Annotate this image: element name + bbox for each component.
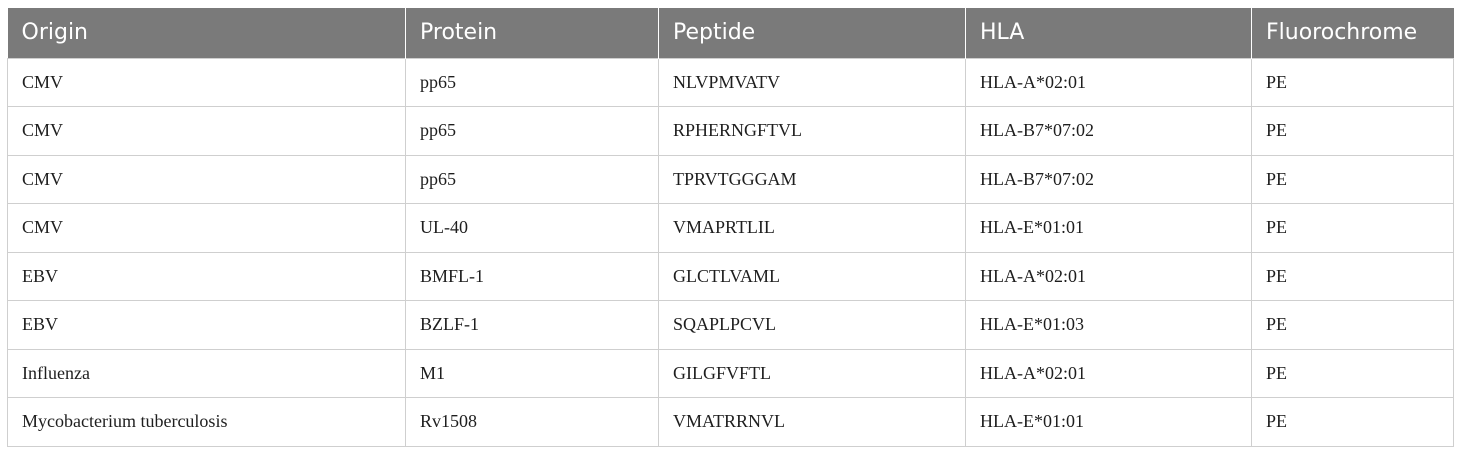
data-table-container: Origin Protein Peptide HLA Fluorochrome … [7, 8, 1454, 447]
cell-peptide: SQAPLPCVL [658, 300, 966, 350]
table-row: EBV BZLF-1 SQAPLPCVL HLA-E*01:03 PE [7, 300, 1454, 350]
column-header-protein: Protein [405, 8, 659, 58]
cell-protein: Rv1508 [405, 397, 659, 447]
cell-protein: BZLF-1 [405, 300, 659, 350]
table-row: CMV pp65 NLVPMVATV HLA-A*02:01 PE [7, 57, 1454, 107]
cell-peptide: VMAPRTLIL [658, 203, 966, 253]
cell-fluorochrome: PE [1251, 251, 1454, 301]
column-header-fluorochrome: Fluorochrome [1251, 8, 1454, 58]
cell-fluorochrome: PE [1251, 397, 1454, 447]
cell-protein: BMFL-1 [405, 251, 659, 301]
cell-fluorochrome: PE [1251, 106, 1454, 156]
cell-origin: CMV [7, 154, 406, 204]
cell-fluorochrome: PE [1251, 300, 1454, 350]
cell-hla: HLA-A*02:01 [965, 348, 1252, 398]
table-row: CMV pp65 RPHERNGFTVL HLA-B7*07:02 PE [7, 106, 1454, 156]
cell-protein: UL-40 [405, 203, 659, 253]
cell-protein: pp65 [405, 154, 659, 204]
cell-hla: HLA-B7*07:02 [965, 154, 1252, 204]
table-row: CMV pp65 TPRVTGGGAM HLA-B7*07:02 PE [7, 154, 1454, 204]
column-header-hla: HLA [965, 8, 1252, 58]
cell-peptide: TPRVTGGGAM [658, 154, 966, 204]
cell-origin: EBV [7, 300, 406, 350]
cell-protein: pp65 [405, 106, 659, 156]
cell-hla: HLA-B7*07:02 [965, 106, 1252, 156]
cell-hla: HLA-E*01:01 [965, 203, 1252, 253]
cell-origin: CMV [7, 57, 406, 107]
cell-hla: HLA-E*01:03 [965, 300, 1252, 350]
cell-protein: M1 [405, 348, 659, 398]
cell-origin: Influenza [7, 348, 406, 398]
cell-hla: HLA-A*02:01 [965, 57, 1252, 107]
table-row: CMV UL-40 VMAPRTLIL HLA-E*01:01 PE [7, 203, 1454, 253]
cell-peptide: GILGFVFTL [658, 348, 966, 398]
cell-fluorochrome: PE [1251, 57, 1454, 107]
table-row: Influenza M1 GILGFVFTL HLA-A*02:01 PE [7, 348, 1454, 398]
peptide-table: Origin Protein Peptide HLA Fluorochrome … [7, 8, 1454, 447]
cell-peptide: VMATRRNVL [658, 397, 966, 447]
column-header-origin: Origin [7, 8, 406, 58]
cell-origin: CMV [7, 106, 406, 156]
cell-fluorochrome: PE [1251, 348, 1454, 398]
header-row: Origin Protein Peptide HLA Fluorochrome [7, 8, 1454, 58]
cell-origin: CMV [7, 203, 406, 253]
column-header-peptide: Peptide [658, 8, 966, 58]
cell-hla: HLA-E*01:01 [965, 397, 1252, 447]
cell-peptide: GLCTLVAML [658, 251, 966, 301]
cell-fluorochrome: PE [1251, 203, 1454, 253]
cell-protein: pp65 [405, 57, 659, 107]
cell-origin: EBV [7, 251, 406, 301]
cell-peptide: NLVPMVATV [658, 57, 966, 107]
table-header: Origin Protein Peptide HLA Fluorochrome [7, 8, 1454, 58]
table-row: EBV BMFL-1 GLCTLVAML HLA-A*02:01 PE [7, 251, 1454, 301]
table-row: Mycobacterium tuberculosis Rv1508 VMATRR… [7, 397, 1454, 447]
cell-peptide: RPHERNGFTVL [658, 106, 966, 156]
cell-fluorochrome: PE [1251, 154, 1454, 204]
cell-origin: Mycobacterium tuberculosis [7, 397, 406, 447]
table-body: CMV pp65 NLVPMVATV HLA-A*02:01 PE CMV pp… [7, 57, 1454, 447]
cell-hla: HLA-A*02:01 [965, 251, 1252, 301]
